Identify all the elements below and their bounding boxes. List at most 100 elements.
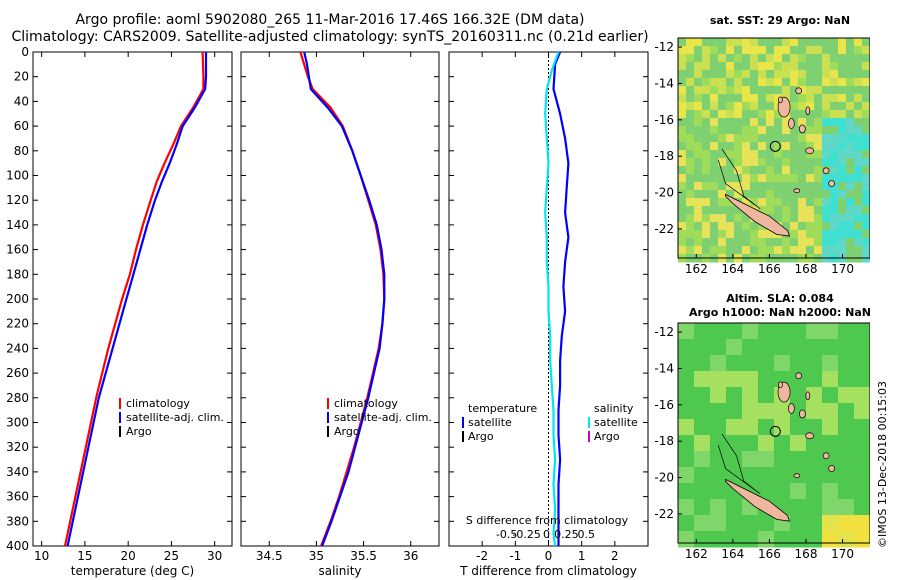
map-cell [862,54,870,63]
map-cell [806,102,815,111]
map-cell [846,118,855,127]
map-cell [678,134,687,143]
map-cell [790,166,799,175]
map-cell [702,246,711,255]
map-cell [742,515,759,532]
map-cell [854,451,870,468]
x-tick-label: 30 [207,549,222,563]
map-cell [822,230,831,239]
map-cell [726,531,743,548]
map-cell [758,323,775,340]
map-cell [782,150,791,159]
map-cell [774,134,783,143]
x-tick-label: 34.5 [256,549,283,563]
map-cell [678,150,687,159]
map-cell [814,142,823,151]
map-cell [830,70,839,79]
map-cell [694,515,711,532]
map-cell [774,467,791,484]
map-cell [758,110,767,119]
map-cell [726,214,735,223]
map-cell [710,102,719,111]
map-cell [726,206,735,215]
map-cell [678,54,687,63]
map-cell [758,174,767,183]
map-cell [790,435,807,452]
map-cell [774,78,783,87]
salinity-panel: 34.5 35 35.5 36 salinity climatologysatellite… [240,51,440,578]
map-cell [758,190,767,199]
map-cell [758,467,775,484]
map-cell [822,222,831,231]
map-cell [710,110,719,119]
legend-label: climatology [334,397,398,410]
map-cell [846,158,855,167]
map-cell [814,166,823,175]
map-cell [854,230,863,239]
map-cell [798,230,807,239]
map-cell [726,403,743,420]
map-cell [678,467,695,484]
map-cell [830,94,839,103]
map-cell [854,222,863,231]
map-cell [822,54,831,63]
map-cell [726,166,735,175]
map-cell [734,78,743,87]
map-cell [838,435,855,452]
map-cell [678,62,687,71]
map-cell [862,230,870,239]
map-cell [734,174,743,183]
map-cell [726,323,743,340]
map-cell [838,246,847,255]
map-cell [734,222,743,231]
legend-label: Argo [334,425,360,438]
map-cell [814,46,823,55]
map-cell [694,419,711,436]
map-cell [686,198,695,207]
map-cell [766,238,775,247]
map-cell [814,238,823,247]
map-cell [838,499,855,516]
map-cell [814,78,823,87]
map-cell [686,246,695,255]
x-axis-label: T difference from climatology [459,564,637,578]
map-cell [822,246,831,255]
map-cell [862,238,870,247]
map-cell [702,182,711,191]
map-cell [686,38,695,47]
map-cell [694,46,703,55]
map-cell [830,174,839,183]
map-cell [854,206,863,215]
map-cell [678,339,695,356]
map-cell [822,531,839,548]
map-cell [742,531,759,548]
map-cell [742,435,759,452]
map-cell [750,238,759,247]
map-cell [686,110,695,119]
map-cell [830,158,839,167]
map-cell [798,214,807,223]
map-cell [766,174,775,183]
map-cell [838,118,847,127]
map-cell [790,214,799,223]
map-cell [838,198,847,207]
map-cell [742,214,751,223]
map-cell [766,86,775,95]
map-cell [854,78,863,87]
map-cell [854,94,863,103]
map-cell [718,206,727,215]
map-cell [750,142,759,151]
map-cell [790,142,799,151]
map-cell [854,62,863,71]
map-cell [726,150,735,159]
x-tick-label-secondary: -0.25 [512,528,540,541]
map-cell [822,238,831,247]
map-cell [694,230,703,239]
map-cell [782,222,791,231]
map-cell [806,467,823,484]
map-cell [814,198,823,207]
map-cell [694,78,703,87]
map-cell [814,118,823,127]
map-cell [774,483,791,500]
map-cell [838,230,847,239]
